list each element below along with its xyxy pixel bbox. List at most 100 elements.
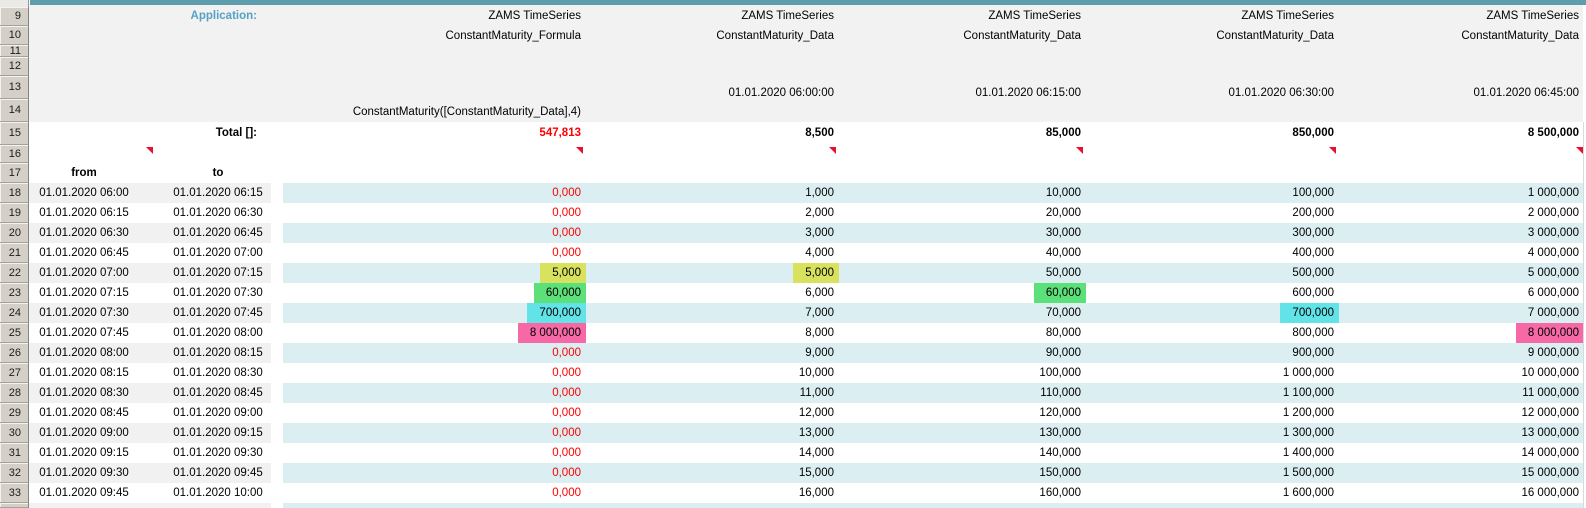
- cell-value[interactable]: 7,000: [805, 307, 834, 319]
- row-number-cell[interactable]: 21: [0, 243, 29, 263]
- cell-value[interactable]: 10 000,000: [1521, 367, 1579, 379]
- cell-from[interactable]: 01.01.2020 09:45: [39, 487, 129, 499]
- column-subtitle[interactable]: ConstantMaturity_Data: [1461, 30, 1579, 42]
- cell-value[interactable]: 5,000: [793, 263, 839, 283]
- cell-value[interactable]: 8,000: [805, 327, 834, 339]
- cell-value[interactable]: 150,000: [1039, 467, 1081, 479]
- column-title[interactable]: ZAMS TimeSeries: [988, 10, 1081, 22]
- cell-value[interactable]: 16 000,000: [1521, 487, 1579, 499]
- cell-value[interactable]: 14 000,000: [1521, 447, 1579, 459]
- cell-to[interactable]: 01.01.2020 08:30: [173, 367, 263, 379]
- row-number-cell[interactable]: 18: [0, 183, 29, 203]
- cell-value[interactable]: 0,000: [552, 407, 581, 419]
- row-number-cell[interactable]: 33: [0, 483, 29, 503]
- column-title[interactable]: ZAMS TimeSeries: [488, 10, 581, 22]
- cell-from[interactable]: 01.01.2020 07:00: [39, 267, 129, 279]
- cell-value[interactable]: 800,000: [1292, 327, 1334, 339]
- cell-value[interactable]: 4 000,000: [1527, 247, 1579, 259]
- cell-value[interactable]: 14,000: [798, 447, 834, 459]
- total-value[interactable]: 547,813: [539, 127, 581, 139]
- cell-value[interactable]: 12 000,000: [1521, 407, 1579, 419]
- cell-from[interactable]: 01.01.2020 06:15: [39, 207, 129, 219]
- column-timestamp[interactable]: 01.01.2020 06:30:00: [1228, 87, 1334, 99]
- cell-value[interactable]: 120,000: [1039, 407, 1081, 419]
- row-number-cell[interactable]: 22: [0, 263, 29, 283]
- cell-to[interactable]: 01.01.2020 09:00: [173, 407, 263, 419]
- cell-value[interactable]: 1 600,000: [1282, 487, 1334, 499]
- cell-value[interactable]: 30,000: [1045, 227, 1081, 239]
- cell-value[interactable]: 0,000: [552, 347, 581, 359]
- cell-value[interactable]: 16,000: [798, 487, 834, 499]
- row-number-cell[interactable]: 24: [0, 303, 29, 323]
- cell-value[interactable]: 10,000: [1045, 187, 1081, 199]
- cell-value[interactable]: 1 000,000: [1282, 367, 1334, 379]
- cell-value[interactable]: 160,000: [1039, 487, 1081, 499]
- cell-from[interactable]: 01.01.2020 08:45: [39, 407, 129, 419]
- cell-value[interactable]: 20,000: [1045, 207, 1081, 219]
- cell-value[interactable]: 700,000: [527, 303, 586, 323]
- cell-value[interactable]: 13,000: [798, 427, 834, 439]
- row-number-cell[interactable]: 9: [0, 7, 29, 26]
- cell-value[interactable]: 5 000,000: [1527, 267, 1579, 279]
- cell-value[interactable]: 7 000,000: [1527, 307, 1579, 319]
- row-number-cell[interactable]: 26: [0, 343, 29, 363]
- cell-value[interactable]: 13 000,000: [1521, 427, 1579, 439]
- cell-value[interactable]: 110,000: [1040, 387, 1081, 399]
- cell-value[interactable]: 11 000,000: [1522, 387, 1579, 399]
- cell-to[interactable]: 01.01.2020 07:15: [173, 267, 263, 279]
- cell-value[interactable]: 10,000: [798, 367, 834, 379]
- cell-to[interactable]: 01.01.2020 07:30: [173, 287, 263, 299]
- cell-value[interactable]: 2 000,000: [1527, 207, 1579, 219]
- cell-value[interactable]: 0,000: [552, 207, 581, 219]
- cell-to[interactable]: 01.01.2020 10:00: [173, 487, 263, 499]
- row-number-cell[interactable]: 16: [0, 145, 29, 163]
- cell-value[interactable]: 0,000: [552, 447, 581, 459]
- row-number-cell[interactable]: 27: [0, 363, 29, 383]
- cell-from[interactable]: 01.01.2020 07:45: [39, 327, 129, 339]
- cell-value[interactable]: 1 400,000: [1282, 447, 1334, 459]
- cell-from[interactable]: 01.01.2020 07:15: [39, 287, 129, 299]
- column-timestamp[interactable]: 01.01.2020 06:00:00: [728, 87, 834, 99]
- cell-value[interactable]: 8 000,000: [1515, 323, 1584, 343]
- cell-value[interactable]: 0,000: [552, 247, 581, 259]
- cell-value[interactable]: 0,000: [552, 487, 581, 499]
- cell-value[interactable]: 11,000: [799, 387, 834, 399]
- cell-value[interactable]: 100,000: [1292, 187, 1334, 199]
- cell-from[interactable]: 01.01.2020 09:15: [39, 447, 129, 459]
- total-value[interactable]: 8 500,000: [1527, 127, 1579, 139]
- cell-to[interactable]: 01.01.2020 08:45: [173, 387, 263, 399]
- column-formula[interactable]: ConstantMaturity([ConstantMaturity_Data]…: [352, 106, 581, 118]
- cell-to[interactable]: 01.01.2020 06:45: [173, 227, 263, 239]
- column-title[interactable]: ZAMS TimeSeries: [741, 10, 834, 22]
- cell-value[interactable]: 700,000: [1280, 303, 1339, 323]
- cell-value[interactable]: 3 000,000: [1527, 227, 1579, 239]
- total-value[interactable]: 8,500: [805, 127, 834, 139]
- column-title[interactable]: ZAMS TimeSeries: [1486, 10, 1579, 22]
- cell-value[interactable]: 9,000: [805, 347, 834, 359]
- cell-value[interactable]: 200,000: [1292, 207, 1334, 219]
- cell-from[interactable]: 01.01.2020 09:30: [39, 467, 129, 479]
- cell-value[interactable]: 50,000: [1045, 267, 1081, 279]
- column-subtitle[interactable]: ConstantMaturity_Data: [963, 30, 1081, 42]
- cell-value[interactable]: 90,000: [1045, 347, 1081, 359]
- cell-to[interactable]: 01.01.2020 09:15: [173, 427, 263, 439]
- cell-value[interactable]: 6 000,000: [1527, 287, 1579, 299]
- cell-value[interactable]: 0,000: [552, 187, 581, 199]
- cell-value[interactable]: 0,000: [552, 227, 581, 239]
- cell-value[interactable]: 0,000: [552, 367, 581, 379]
- row-number-cell[interactable]: 30: [0, 423, 29, 443]
- cell-from[interactable]: 01.01.2020 08:00: [39, 347, 129, 359]
- cell-value[interactable]: 3,000: [805, 227, 834, 239]
- cell-to[interactable]: 01.01.2020 09:30: [173, 447, 263, 459]
- cell-value[interactable]: 500,000: [1292, 267, 1334, 279]
- row-number-cell[interactable]: 14: [0, 99, 29, 122]
- cell-value[interactable]: 8 000,000: [517, 323, 586, 343]
- cell-value[interactable]: 6,000: [805, 287, 834, 299]
- cell-value[interactable]: 1 500,000: [1282, 467, 1334, 479]
- row-number-cell[interactable]: 32: [0, 463, 29, 483]
- to-column-header[interactable]: to: [212, 167, 224, 179]
- total-value[interactable]: 85,000: [1045, 127, 1081, 139]
- cell-value[interactable]: 0,000: [552, 427, 581, 439]
- row-number-cell[interactable]: 28: [0, 383, 29, 403]
- cell-from[interactable]: 01.01.2020 06:30: [39, 227, 129, 239]
